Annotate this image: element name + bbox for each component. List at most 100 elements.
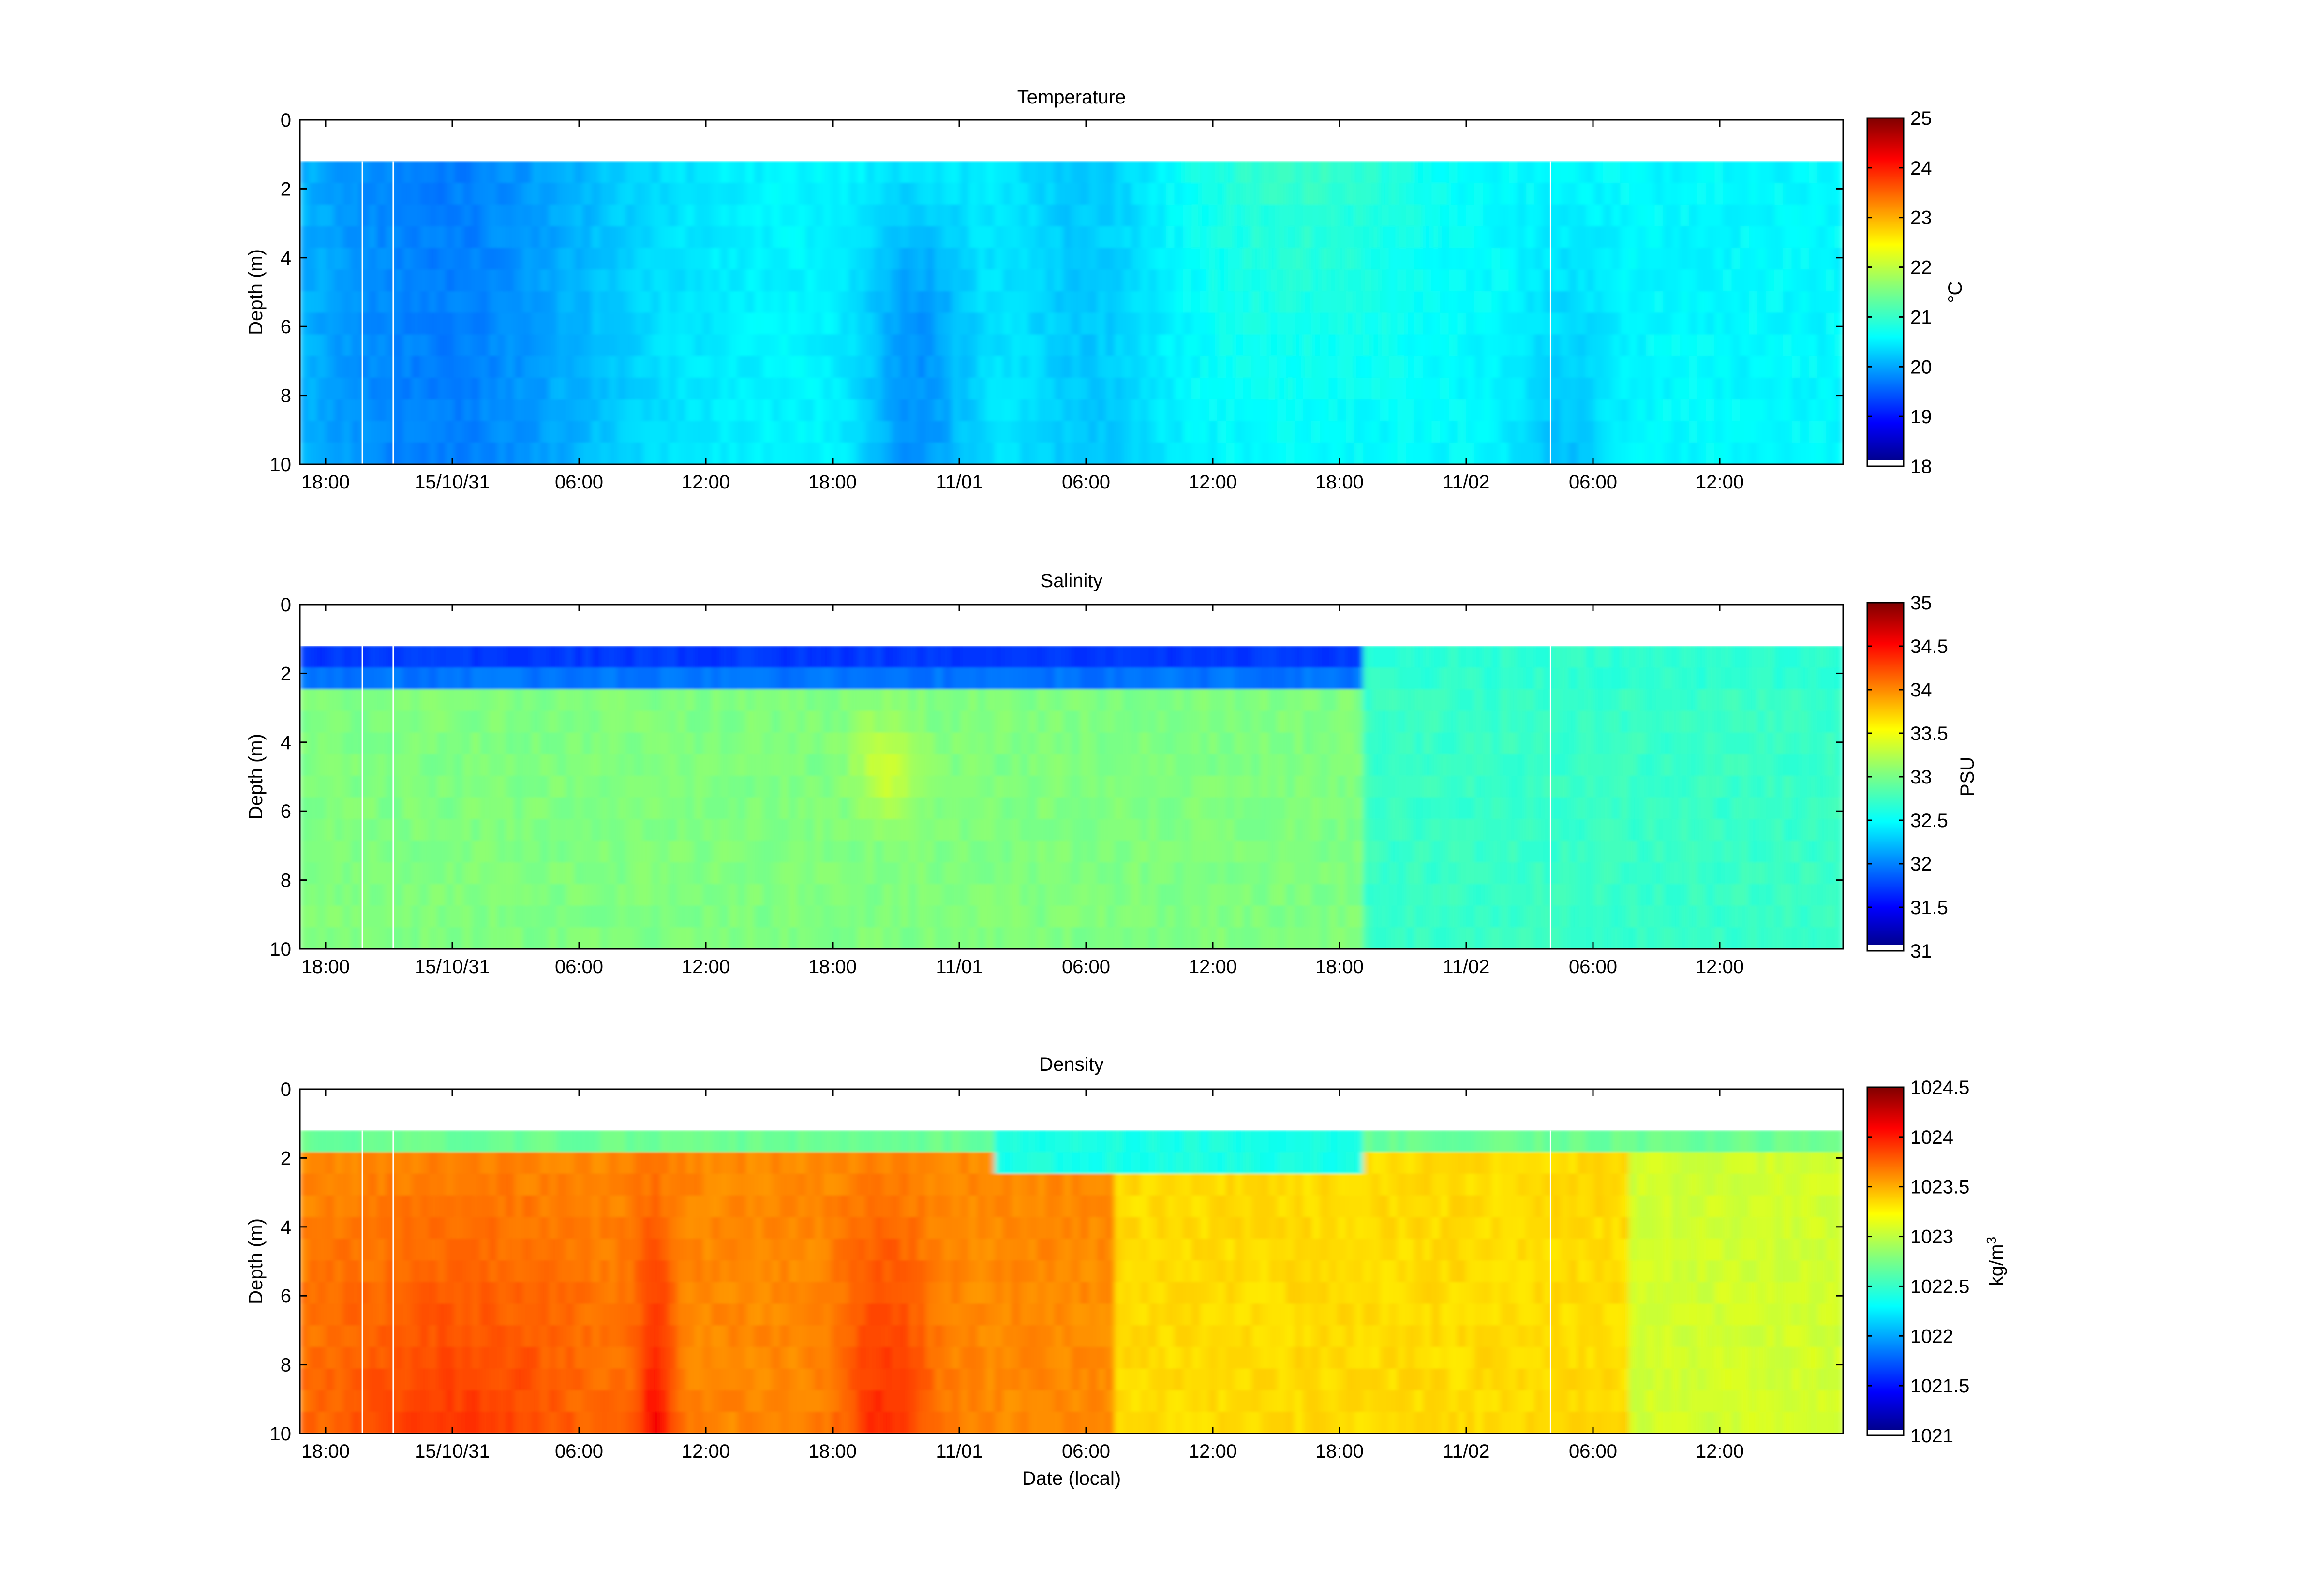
x-tick-label: 18:00 xyxy=(1315,956,1364,977)
x-tick-label: 18:00 xyxy=(301,472,350,493)
y-tick-label: 4 xyxy=(281,732,291,754)
x-tick-label: 06:00 xyxy=(1062,1441,1110,1462)
colorbar: 31 31.5 32 32.5 33 33.5 34 34.5 35 xyxy=(1866,592,1948,962)
colorbar-gradient xyxy=(1867,603,1904,945)
y-axis-label: Depth (m) xyxy=(245,1218,267,1304)
x-tick-label: 18:00 xyxy=(1315,472,1364,493)
colorbar-tick-label: 33.5 xyxy=(1910,723,1948,744)
x-tick-label: 12:00 xyxy=(1189,1441,1237,1462)
colorbar-tick-label: 19 xyxy=(1910,406,1932,428)
y-axis-label: Depth (m) xyxy=(245,734,267,820)
heatmap xyxy=(300,1130,1844,1434)
x-tick-label: 18:00 xyxy=(1315,1441,1364,1462)
plot-frame xyxy=(299,1088,1844,1434)
colorbar-tick-label: 1024 xyxy=(1910,1127,1953,1148)
x-tick-label: 18:00 xyxy=(301,956,350,977)
x-tick-label: 18:00 xyxy=(808,956,857,977)
x-tick-label: 15/10/31 xyxy=(415,956,490,977)
chart-title: Density xyxy=(1039,1054,1103,1075)
x-tick-label: 18:00 xyxy=(301,1441,350,1462)
y-tick-label: 10 xyxy=(270,939,292,960)
y-axis-label: Depth (m) xyxy=(245,249,267,335)
chart-title: Salinity xyxy=(1041,570,1103,591)
y-ticks: 0 2 4 6 8 10 xyxy=(270,110,1843,475)
y-tick-label: 10 xyxy=(270,454,292,475)
y-tick-label: 0 xyxy=(281,594,291,616)
plot-frame xyxy=(299,119,1844,465)
x-tick-label: 06:00 xyxy=(555,956,603,977)
x-tick-label: 15/10/31 xyxy=(415,1441,490,1462)
y-ticks: 0 2 4 6 8 10 xyxy=(270,594,1843,960)
colorbar: 1021 1021.5 1022 1022.5 1023 1023.5 1024 1024.5 xyxy=(1866,1077,1969,1447)
colorbar-tick-label: 23 xyxy=(1910,207,1932,229)
x-tick-label: 18:00 xyxy=(808,1441,857,1462)
y-ticks: 0 2 4 6 8 10 xyxy=(270,1079,1843,1445)
x-tick-label: 12:00 xyxy=(682,472,730,493)
colorbar: 18 19 20 21 22 23 24 25 xyxy=(1866,108,1932,477)
colorbar-tick-label: 24 xyxy=(1910,158,1932,179)
x-tick-label: 06:00 xyxy=(555,472,603,493)
x-tick-label: 12:00 xyxy=(1696,956,1744,977)
y-tick-label: 4 xyxy=(281,248,291,269)
colorbar-tick-label: 31 xyxy=(1910,941,1932,962)
colorbar-tick-label: 34.5 xyxy=(1910,636,1948,657)
y-tick-label: 0 xyxy=(281,110,291,131)
colorbar-tick-label: 31.5 xyxy=(1910,897,1948,918)
colorbar-tick-label: 1023.5 xyxy=(1910,1177,1969,1198)
colorbar-tick-label: 20 xyxy=(1910,356,1932,378)
y-tick-label: 8 xyxy=(281,1355,291,1376)
y-tick-label: 2 xyxy=(281,178,291,200)
x-tick-label: 06:00 xyxy=(1569,1441,1617,1462)
x-tick-label: 12:00 xyxy=(1189,956,1237,977)
y-tick-label: 0 xyxy=(281,1079,291,1100)
x-ticks: 18:00 15/10/31 06:00 12:00 18:00 11/01 06:00 12… xyxy=(301,605,1744,977)
x-tick-label: 06:00 xyxy=(1062,956,1110,977)
x-ticks: 18:00 15/10/31 06:00 12:00 18:00 11/01 06:00 12… xyxy=(301,1089,1744,1462)
colorbar-tick-label: 32 xyxy=(1910,854,1932,875)
colorbar-tick-label: 33 xyxy=(1910,767,1932,788)
y-tick-label: 10 xyxy=(270,1423,292,1445)
x-ticks: 18:00 15/10/31 06:00 12:00 18:00 11/01 06:00 12… xyxy=(301,120,1744,493)
colorbar-tick-label: 1022 xyxy=(1910,1326,1953,1347)
x-tick-label: 12:00 xyxy=(682,956,730,977)
colorbar-tick-label: 1024.5 xyxy=(1910,1077,1969,1098)
colorbar-gradient xyxy=(1867,118,1904,460)
x-tick-label: 11/02 xyxy=(1443,956,1489,977)
x-tick-label: 12:00 xyxy=(1189,472,1237,493)
x-tick-label: 11/01 xyxy=(936,472,982,493)
y-tick-label: 2 xyxy=(281,1148,291,1169)
x-axis-label: Date (local) xyxy=(1022,1468,1121,1489)
x-tick-label: 06:00 xyxy=(1569,956,1617,977)
x-tick-label: 12:00 xyxy=(1696,1441,1744,1462)
x-tick-label: 12:00 xyxy=(1696,472,1744,493)
colorbar-tick-label: 25 xyxy=(1910,108,1932,129)
x-tick-label: 11/02 xyxy=(1443,472,1489,493)
y-tick-label: 6 xyxy=(281,801,291,822)
x-tick-label: 06:00 xyxy=(555,1441,603,1462)
colorbar-label: PSU xyxy=(1957,757,1978,797)
colorbar-tick-label: 35 xyxy=(1910,592,1932,614)
colorbar-gradient xyxy=(1867,1087,1904,1430)
x-tick-label: 11/01 xyxy=(936,1441,982,1462)
x-tick-label: 18:00 xyxy=(808,472,857,493)
colorbar-tick-label: 32.5 xyxy=(1910,810,1948,831)
x-tick-label: 06:00 xyxy=(1569,472,1617,493)
salinity-panel: Salinity 0 2 4 6 8 10 18:00 15/10/31 06:00 12:00… xyxy=(245,570,1978,977)
y-tick-label: 2 xyxy=(281,663,291,684)
y-tick-label: 8 xyxy=(281,870,291,891)
heatmap xyxy=(300,646,1844,949)
y-tick-label: 6 xyxy=(281,1286,291,1307)
colorbar-tick-label: 1022.5 xyxy=(1910,1276,1969,1297)
colorbar-tick-label: 21 xyxy=(1910,307,1932,328)
chart-title: Temperature xyxy=(1017,87,1126,108)
colorbar-tick-label: 1021 xyxy=(1910,1425,1953,1447)
x-tick-label: 12:00 xyxy=(682,1441,730,1462)
x-tick-label: 15/10/31 xyxy=(415,472,490,493)
colorbar-label: kg/m3 xyxy=(1984,1237,2007,1286)
colorbar-label: °C xyxy=(1945,281,1966,303)
y-tick-label: 8 xyxy=(281,385,291,407)
x-tick-label: 06:00 xyxy=(1062,472,1110,493)
